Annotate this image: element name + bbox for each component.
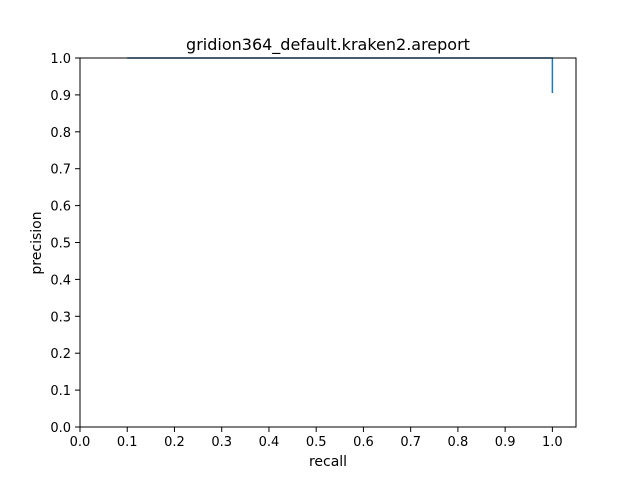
y-tick-label: 0.9 xyxy=(50,89,71,104)
plot-area xyxy=(127,57,554,94)
y-tick-label: 1.0 xyxy=(50,52,71,67)
chart-title: gridion364_default.kraken2.areport xyxy=(186,35,470,55)
y-tick-label: 0.7 xyxy=(50,163,71,178)
y-tick-label: 0.0 xyxy=(50,421,71,436)
y-axis-label: precision xyxy=(29,211,45,274)
x-tick-label: 0.8 xyxy=(448,435,469,450)
plot-frame xyxy=(79,57,577,428)
y-axis: 0.0 0.1 0.2 0.3 0.4 0.5 0.6 0.7 0.8 0.9 1.0 xyxy=(50,52,80,436)
y-tick-label: 0.2 xyxy=(50,347,71,362)
y-tick-label: 0.1 xyxy=(50,384,71,399)
x-tick-label: 0.6 xyxy=(353,435,374,450)
x-tick-label: 0.7 xyxy=(400,435,421,450)
x-tick-label: 0.0 xyxy=(70,435,91,450)
y-tick-label: 0.3 xyxy=(50,310,71,325)
x-axis-label: recall xyxy=(309,454,347,470)
precision-recall-line xyxy=(127,57,554,94)
y-tick-label: 0.8 xyxy=(50,126,71,141)
y-tick-label: 0.4 xyxy=(50,273,71,288)
y-tick-label: 0.6 xyxy=(50,200,71,215)
y-tick-label: 0.5 xyxy=(50,237,71,252)
x-tick-label: 1.0 xyxy=(542,435,563,450)
x-tick-label: 0.2 xyxy=(164,435,185,450)
x-tick-label: 0.4 xyxy=(259,435,280,450)
x-axis: 0.0 0.1 0.2 0.3 0.4 0.5 0.6 0.7 0.8 0.9 1.0 xyxy=(70,427,563,450)
x-tick-label: 0.1 xyxy=(117,435,138,450)
x-tick-label: 0.9 xyxy=(495,435,516,450)
x-tick-label: 0.5 xyxy=(306,435,327,450)
x-tick-label: 0.3 xyxy=(211,435,232,450)
